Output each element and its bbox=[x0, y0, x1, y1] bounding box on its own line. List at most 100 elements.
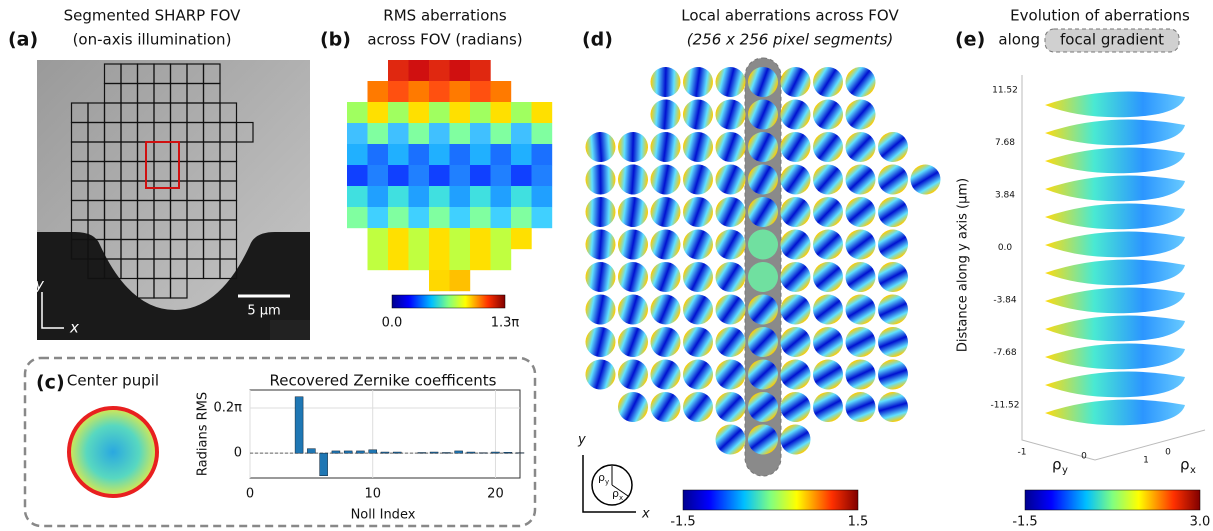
tick-label: -3.84 bbox=[993, 296, 1017, 306]
heatmap-cell bbox=[388, 186, 409, 207]
local-pupil bbox=[842, 291, 878, 327]
heatmap-cell bbox=[491, 186, 512, 207]
panel-label: (e) bbox=[955, 29, 985, 51]
local-pupil bbox=[646, 257, 686, 297]
heatmap-cell bbox=[368, 207, 389, 228]
heatmap-cell bbox=[470, 123, 491, 144]
heatmap-cell bbox=[368, 123, 389, 144]
heatmap-cell bbox=[511, 186, 532, 207]
heatmap-cell bbox=[470, 249, 491, 270]
bar bbox=[295, 397, 303, 453]
local-pupil bbox=[680, 324, 716, 360]
bar bbox=[455, 451, 463, 453]
figure: (a) Segmented SHARP FOV (on-axis illumin… bbox=[0, 0, 1213, 531]
heatmap-cell bbox=[532, 186, 553, 207]
local-pupil bbox=[644, 93, 686, 135]
y-tick-label: 0.2π bbox=[213, 401, 242, 416]
local-pupil bbox=[580, 321, 621, 362]
colorbar-label: 1.3π bbox=[491, 316, 520, 331]
local-pupil bbox=[677, 94, 719, 136]
heatmap-cell bbox=[470, 81, 491, 102]
heatmap-cell bbox=[470, 165, 491, 186]
local-pupil bbox=[580, 289, 622, 331]
heatmap-cell bbox=[532, 123, 553, 144]
sem-image bbox=[37, 60, 310, 340]
heatmap-cell bbox=[429, 249, 450, 270]
x-axis-label: Noll Index bbox=[351, 508, 416, 523]
local-pupil bbox=[646, 323, 684, 361]
local-pupil bbox=[644, 61, 686, 103]
panel-title: across FOV (radians) bbox=[367, 31, 522, 49]
heatmap-cell bbox=[532, 144, 553, 165]
surface bbox=[1045, 92, 1185, 118]
plot-area bbox=[250, 390, 520, 478]
colorbar bbox=[1025, 490, 1200, 510]
local-pupil bbox=[711, 160, 750, 199]
local-pupil bbox=[779, 326, 812, 359]
heatmap-cell bbox=[429, 81, 450, 102]
heatmap-cell bbox=[470, 207, 491, 228]
heatmap-cell bbox=[409, 60, 430, 81]
local-pupil bbox=[645, 224, 686, 265]
heatmap-cell bbox=[368, 249, 389, 270]
local-pupil bbox=[779, 358, 813, 392]
heatmap-cell bbox=[368, 144, 389, 165]
bar bbox=[369, 450, 377, 453]
local-pupil bbox=[678, 159, 719, 200]
surface bbox=[1045, 400, 1185, 426]
tick-label: -1 bbox=[1018, 448, 1027, 458]
heatmap-cell bbox=[409, 102, 430, 123]
panel-label: (a) bbox=[8, 29, 38, 51]
surface bbox=[1045, 204, 1185, 230]
local-pupil bbox=[810, 356, 846, 392]
heatmap-cell bbox=[409, 228, 430, 249]
panel-title: Evolution of aberrations bbox=[1010, 7, 1190, 25]
local-pupil bbox=[841, 387, 880, 426]
surface bbox=[1045, 260, 1185, 286]
heatmap-cell bbox=[450, 123, 471, 144]
local-pupil bbox=[579, 256, 621, 298]
heatmap bbox=[347, 60, 552, 291]
heatmap-cell bbox=[388, 81, 409, 102]
y-axis-label: Distance along y axis (μm) bbox=[956, 178, 971, 352]
heatmap-cell bbox=[388, 60, 409, 81]
heatmap-cell bbox=[450, 165, 471, 186]
heatmap-cell bbox=[491, 144, 512, 165]
heatmap-cell bbox=[450, 81, 471, 102]
heatmap-cell bbox=[429, 144, 450, 165]
local-pupil bbox=[873, 354, 913, 394]
local-pupil bbox=[579, 158, 621, 200]
local-pupil bbox=[778, 162, 813, 197]
local-pupil bbox=[811, 97, 846, 132]
local-pupil bbox=[612, 256, 653, 297]
bar bbox=[307, 449, 315, 454]
local-pupil bbox=[613, 289, 654, 330]
bar bbox=[381, 452, 389, 453]
heatmap-cell bbox=[347, 165, 368, 186]
heatmap-cell bbox=[347, 207, 368, 228]
local-pupil bbox=[811, 293, 845, 327]
heatmap-cell bbox=[450, 60, 471, 81]
tick-label: 0 bbox=[1081, 452, 1087, 462]
panel-label: (c) bbox=[36, 372, 65, 394]
panel-title: RMS aberrations bbox=[383, 7, 507, 25]
local-pupil bbox=[579, 223, 621, 265]
heatmap-cell bbox=[470, 144, 491, 165]
heatmap-cell bbox=[429, 102, 450, 123]
colorbar bbox=[683, 490, 858, 510]
local-pupil bbox=[811, 130, 844, 163]
local-pupil bbox=[645, 159, 687, 201]
surface bbox=[1045, 148, 1185, 174]
local-pupil bbox=[842, 323, 879, 360]
heatmap-cell bbox=[409, 249, 430, 270]
heatmap-cell bbox=[409, 207, 430, 228]
local-pupil bbox=[778, 129, 814, 165]
tick-label: 3.84 bbox=[995, 191, 1015, 201]
local-pupil bbox=[874, 258, 911, 295]
local-pupil bbox=[715, 424, 746, 455]
y-axis-label: Radians RMS bbox=[196, 392, 211, 476]
colorbar-label: -1.5 bbox=[670, 515, 695, 530]
local-pupil bbox=[714, 325, 747, 358]
surface bbox=[1045, 316, 1185, 342]
local-pupil bbox=[710, 94, 751, 135]
